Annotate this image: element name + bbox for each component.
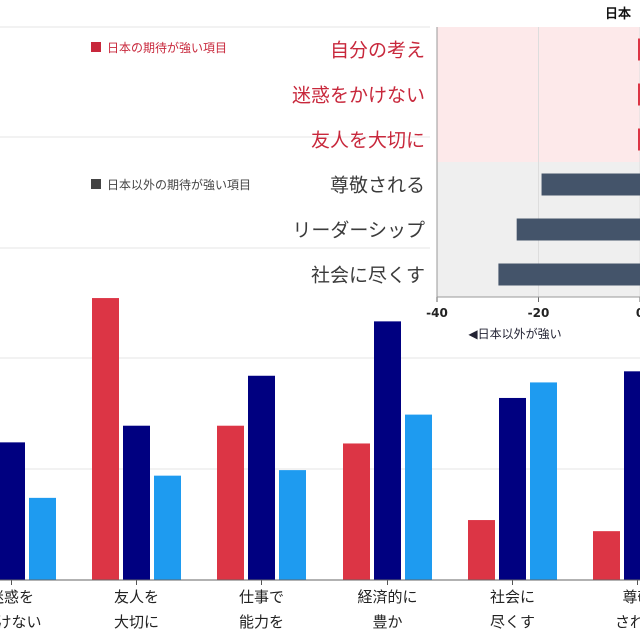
bar-g2-s1 — [248, 375, 275, 580]
bar-0 — [638, 38, 640, 61]
category-label: 自分の考え — [330, 40, 425, 62]
legend-swatch — [91, 42, 101, 52]
bar-g2-s2 — [279, 470, 306, 580]
legend-swatch — [91, 179, 101, 189]
category-label: かけない — [0, 613, 42, 631]
category-label: 尊敬される — [330, 175, 425, 197]
bar-g4-s0 — [468, 520, 495, 580]
category-label: 尊敬 — [622, 588, 640, 606]
category-label: 豊か — [372, 613, 402, 631]
x-tick-label: -40 — [426, 306, 448, 320]
bar-2 — [638, 128, 640, 151]
bar-g5-s0 — [593, 531, 620, 580]
bar-g0-s2 — [29, 497, 56, 580]
legend-label: 日本の期待が強い項目 — [107, 40, 227, 55]
category-label: される — [615, 613, 640, 631]
bar-5 — [498, 263, 640, 286]
bar-g3-s1 — [374, 321, 401, 580]
category-label: 社会に — [490, 588, 535, 606]
legend-label: 日本以外の期待が強い項目 — [107, 177, 251, 192]
category-label: 大切に — [114, 613, 159, 631]
category-label: 友人を大切に — [311, 130, 425, 152]
bar-g1-s1 — [123, 425, 150, 580]
category-label: 社会に尽くす — [311, 265, 425, 287]
bar-g0-s1 — [0, 442, 25, 580]
bar-g3-s0 — [343, 443, 370, 580]
bar-g1-s0 — [92, 298, 119, 580]
x-tick-label: 0 — [636, 306, 640, 320]
category-label: 迷惑をかけない — [292, 85, 425, 107]
bar-g4-s2 — [530, 382, 557, 580]
bar-g4-s1 — [499, 397, 526, 580]
bar-g1-s2 — [154, 475, 181, 580]
bar-g2-s0 — [217, 425, 244, 580]
chart-title: 日本 — [605, 6, 631, 22]
category-label: 能力を — [239, 613, 284, 631]
bar-1 — [638, 83, 640, 106]
category-label: 友人を — [114, 588, 159, 606]
x-axis-label: ◀日本以外が強い — [468, 326, 561, 341]
category-label: 仕事で — [239, 588, 284, 606]
category-label: 経済的に — [357, 588, 417, 606]
category-label: リーダーシップ — [292, 220, 425, 242]
category-label: 尽くす — [490, 613, 535, 631]
category-label: 迷惑を — [0, 588, 34, 606]
bar-g5-s1 — [624, 371, 640, 580]
x-tick-label: -20 — [528, 306, 550, 320]
bar-g3-s2 — [405, 414, 432, 580]
bar-4 — [516, 218, 640, 241]
bar-3 — [541, 173, 640, 196]
